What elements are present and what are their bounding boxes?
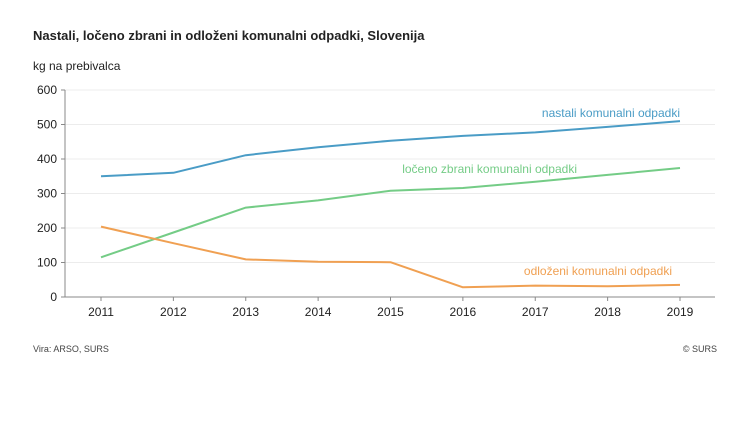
series-label: nastali komunalni odpadki: [542, 106, 680, 120]
axes: 0 100 200 300 400 500 600 2011 2012 2013 2014 2015 2…: [37, 83, 715, 319]
x-tick-label: 2017: [522, 305, 549, 319]
series-line: [100, 120, 681, 178]
x-tick-label: 2013: [232, 305, 259, 319]
x-tick-label: 2019: [667, 305, 694, 319]
line-chart: 0 100 200 300 400 500 600 2011 2012 2013 2014 2015 2…: [37, 83, 715, 319]
y-tick-label: 0: [50, 290, 57, 304]
x-tick-label: 2011: [88, 305, 114, 319]
y-tick-label: 400: [37, 152, 57, 166]
series-line: [100, 167, 681, 259]
copyright: © SURS: [682, 344, 717, 354]
series-label: ločeno zbrani komunalni odpadki: [402, 162, 577, 176]
x-tick-label: 2014: [305, 305, 332, 319]
y-tick-label: 100: [37, 256, 57, 270]
y-tick-label: 300: [37, 187, 57, 201]
chart-title: Nastali, ločeno zbrani in odloženi komun…: [33, 28, 425, 43]
x-tick-label: 2018: [594, 305, 621, 319]
y-tick-label: 200: [37, 221, 57, 235]
y-tick-label: 500: [37, 118, 57, 132]
series-labels: nastali komunalni odpadki ločeno zbrani k…: [402, 106, 680, 278]
y-axis-label: kg na prebivalca: [33, 59, 121, 73]
x-tick-label: 2016: [450, 305, 477, 319]
series-label: odloženi komunalni odpadki: [524, 264, 672, 278]
y-tick-label: 600: [37, 83, 57, 97]
x-tick-label: 2012: [160, 305, 187, 319]
series-lines: [100, 120, 681, 289]
series-line: [100, 225, 681, 289]
x-tick-label: 2015: [377, 305, 404, 319]
source-note: Vira: ARSO, SURS: [33, 344, 109, 354]
